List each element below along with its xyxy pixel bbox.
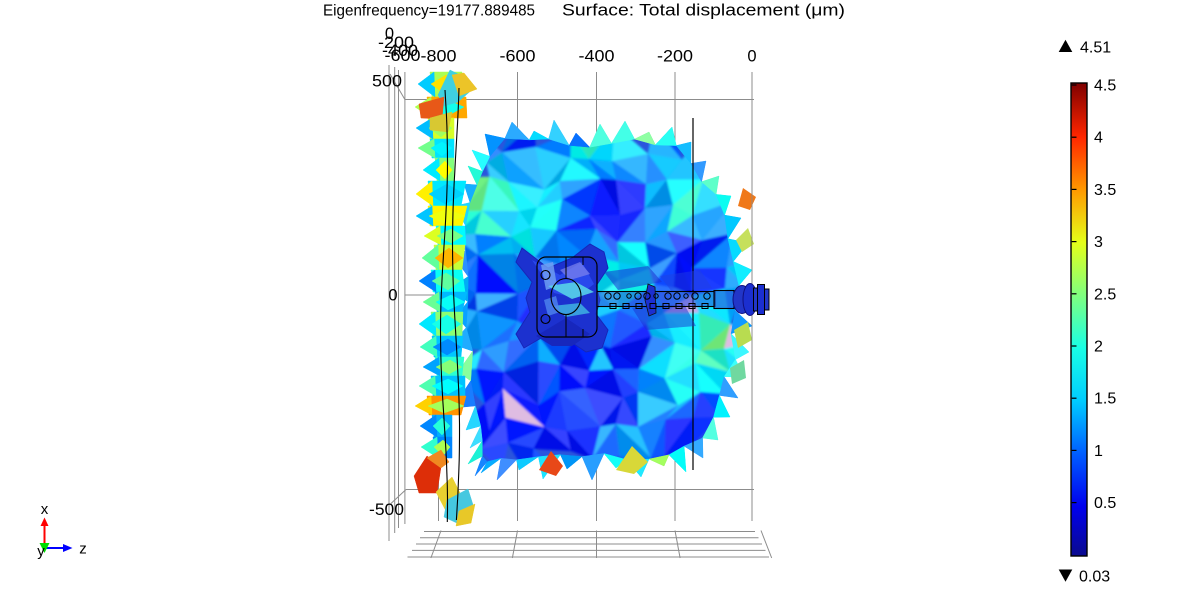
- svg-text:-500: -500: [369, 501, 404, 519]
- svg-text:0.5: 0.5: [1094, 495, 1116, 512]
- svg-text:-600: -600: [385, 47, 421, 65]
- svg-text:0: 0: [747, 48, 756, 66]
- svg-text:-400: -400: [579, 48, 615, 66]
- svg-text:0.03: 0.03: [1079, 569, 1110, 586]
- svg-text:Eigenfrequency=19177.889485: Eigenfrequency=19177.889485: [323, 3, 535, 20]
- svg-text:-600: -600: [500, 48, 536, 66]
- svg-text:0: 0: [385, 25, 394, 43]
- svg-text:z: z: [79, 541, 87, 558]
- svg-text:2.5: 2.5: [1094, 286, 1116, 303]
- svg-text:-200: -200: [378, 34, 414, 52]
- svg-text:1: 1: [1094, 443, 1103, 460]
- svg-text:3.5: 3.5: [1094, 182, 1116, 199]
- svg-text:-200: -200: [657, 48, 693, 66]
- svg-text:4.51: 4.51: [1080, 40, 1111, 57]
- svg-text:3: 3: [1094, 234, 1103, 251]
- svg-text:2: 2: [1094, 339, 1103, 356]
- svg-text:Surface: Total displacement (μ: Surface: Total displacement (μm): [562, 1, 845, 20]
- svg-text:4: 4: [1094, 130, 1103, 147]
- svg-text:500: 500: [372, 73, 402, 91]
- svg-text:-800: -800: [421, 48, 457, 66]
- svg-text:0: 0: [388, 287, 397, 305]
- svg-text:-400: -400: [382, 42, 418, 60]
- svg-text:1.5: 1.5: [1094, 391, 1116, 408]
- svg-text:4.5: 4.5: [1094, 78, 1116, 95]
- svg-text:y: y: [37, 543, 45, 560]
- svg-text:x: x: [41, 501, 49, 518]
